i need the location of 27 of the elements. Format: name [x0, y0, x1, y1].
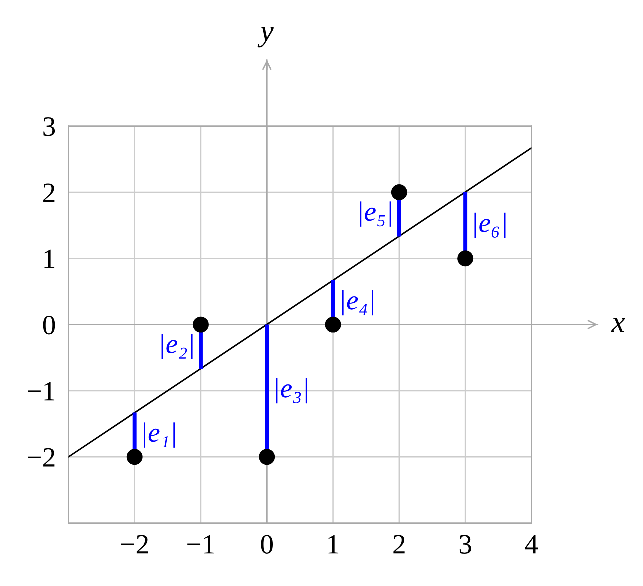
y-tick-label: −1 [28, 382, 55, 401]
y-tick-label: −2 [28, 448, 55, 467]
annotation: |e₃| [276, 378, 308, 404]
y-tick-label: 2 [44, 184, 55, 202]
y-axis-title: y [258, 27, 274, 48]
annotation: |e₅| [360, 202, 392, 227]
point [391, 184, 408, 200]
annotation: |e₄| [342, 290, 374, 316]
y-tick-label: 3 [44, 118, 56, 136]
x-tick-label: 3 [460, 535, 472, 554]
point [458, 250, 474, 267]
point [325, 316, 342, 333]
x-tick-label: −1 [188, 535, 214, 554]
y-tick-label: 0 [43, 316, 56, 335]
x-axis-title: x [611, 318, 626, 332]
x-tick-label: 2 [394, 535, 405, 554]
point [126, 449, 143, 466]
x-tick-label: −2 [121, 535, 148, 554]
y-tick-label: 1 [44, 250, 55, 268]
annotation: |e₆| [474, 212, 506, 238]
x-tick-label: 0 [261, 535, 274, 554]
x-tick-label: 1 [328, 535, 339, 554]
point [193, 316, 209, 333]
annotation: |e₂| [162, 334, 193, 360]
x-tick-label: 4 [525, 535, 538, 554]
point [259, 449, 276, 466]
annotation: |e₁| [144, 422, 176, 448]
